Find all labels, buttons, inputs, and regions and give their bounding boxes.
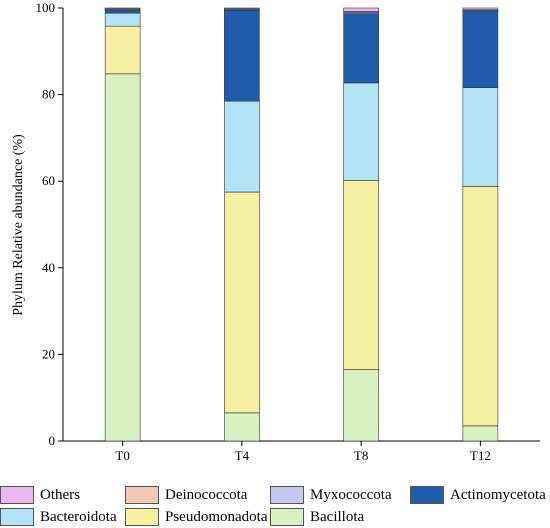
bar-segment	[344, 14, 379, 83]
legend-swatch	[125, 508, 159, 526]
y-tick-label: 0	[49, 433, 56, 448]
bar-segment	[105, 74, 140, 441]
legend-item-actinomycetota: Actinomycetota	[410, 484, 546, 506]
bar-segment	[224, 8, 259, 9]
legend-swatch	[410, 486, 444, 504]
legend-label: Actinomycetota	[450, 487, 546, 504]
bar-segment	[344, 83, 379, 180]
bar-segment	[463, 11, 498, 88]
x-tick-label: T8	[354, 448, 368, 463]
bar-segment	[105, 26, 140, 74]
bar-segment	[105, 8, 140, 9]
x-tick-label: T4	[235, 448, 250, 463]
legend-item-deinococcota: Deinococcota	[125, 484, 247, 506]
bar-segment	[105, 10, 140, 13]
legend: Others Deinococcota Myxococcota Actinomy…	[0, 476, 550, 527]
y-tick-label: 60	[42, 173, 55, 188]
legend-item-bacillota: Bacillota	[270, 506, 364, 528]
stacked-bar-chart: 0 20 40 60 80 100 T0 T4 T8 T12 Phylum Relative ab…	[0, 0, 550, 476]
legend-label: Myxococcota	[310, 487, 392, 504]
plot-area: 0 20 40 60 80 100 T0 T4 T8 T12	[36, 0, 541, 463]
legend-item-bacteroidota: Bacteroidota	[0, 506, 117, 528]
bar-segment	[224, 192, 259, 413]
bar-segment	[105, 13, 140, 26]
legend-label: Others	[40, 487, 80, 504]
bar-segment	[463, 8, 498, 10]
bar-segment	[224, 10, 259, 101]
legend-label: Bacteroidota	[40, 509, 117, 526]
legend-swatch	[270, 486, 304, 504]
legend-item-others: Others	[0, 484, 80, 506]
bar-segment	[224, 413, 259, 441]
bar-segment	[344, 180, 379, 369]
legend-label: Deinococcota	[165, 487, 247, 504]
x-tick-label: T12	[470, 448, 491, 463]
legend-item-myxococcota: Myxococcota	[270, 484, 392, 506]
y-tick-label: 20	[42, 346, 55, 361]
legend-item-pseudomonadota: Pseudomonadota	[125, 506, 268, 528]
y-tick-label: 40	[42, 260, 55, 275]
bar-segment	[224, 101, 259, 192]
legend-swatch	[0, 508, 34, 526]
bar-segment	[463, 186, 498, 425]
bar-segment	[463, 426, 498, 441]
bar-segment	[463, 88, 498, 187]
legend-swatch	[270, 508, 304, 526]
legend-swatch	[0, 486, 34, 504]
bar-segment	[344, 370, 379, 441]
y-axis-label: Phylum Relative abundance (%)	[11, 134, 26, 316]
legend-swatch	[125, 486, 159, 504]
y-tick-label: 80	[42, 87, 55, 102]
y-tick-label: 100	[36, 0, 56, 15]
bar-segment	[344, 8, 379, 11]
legend-label: Pseudomonadota	[165, 509, 268, 526]
legend-label: Bacillota	[310, 509, 364, 526]
x-tick-label: T0	[115, 448, 129, 463]
